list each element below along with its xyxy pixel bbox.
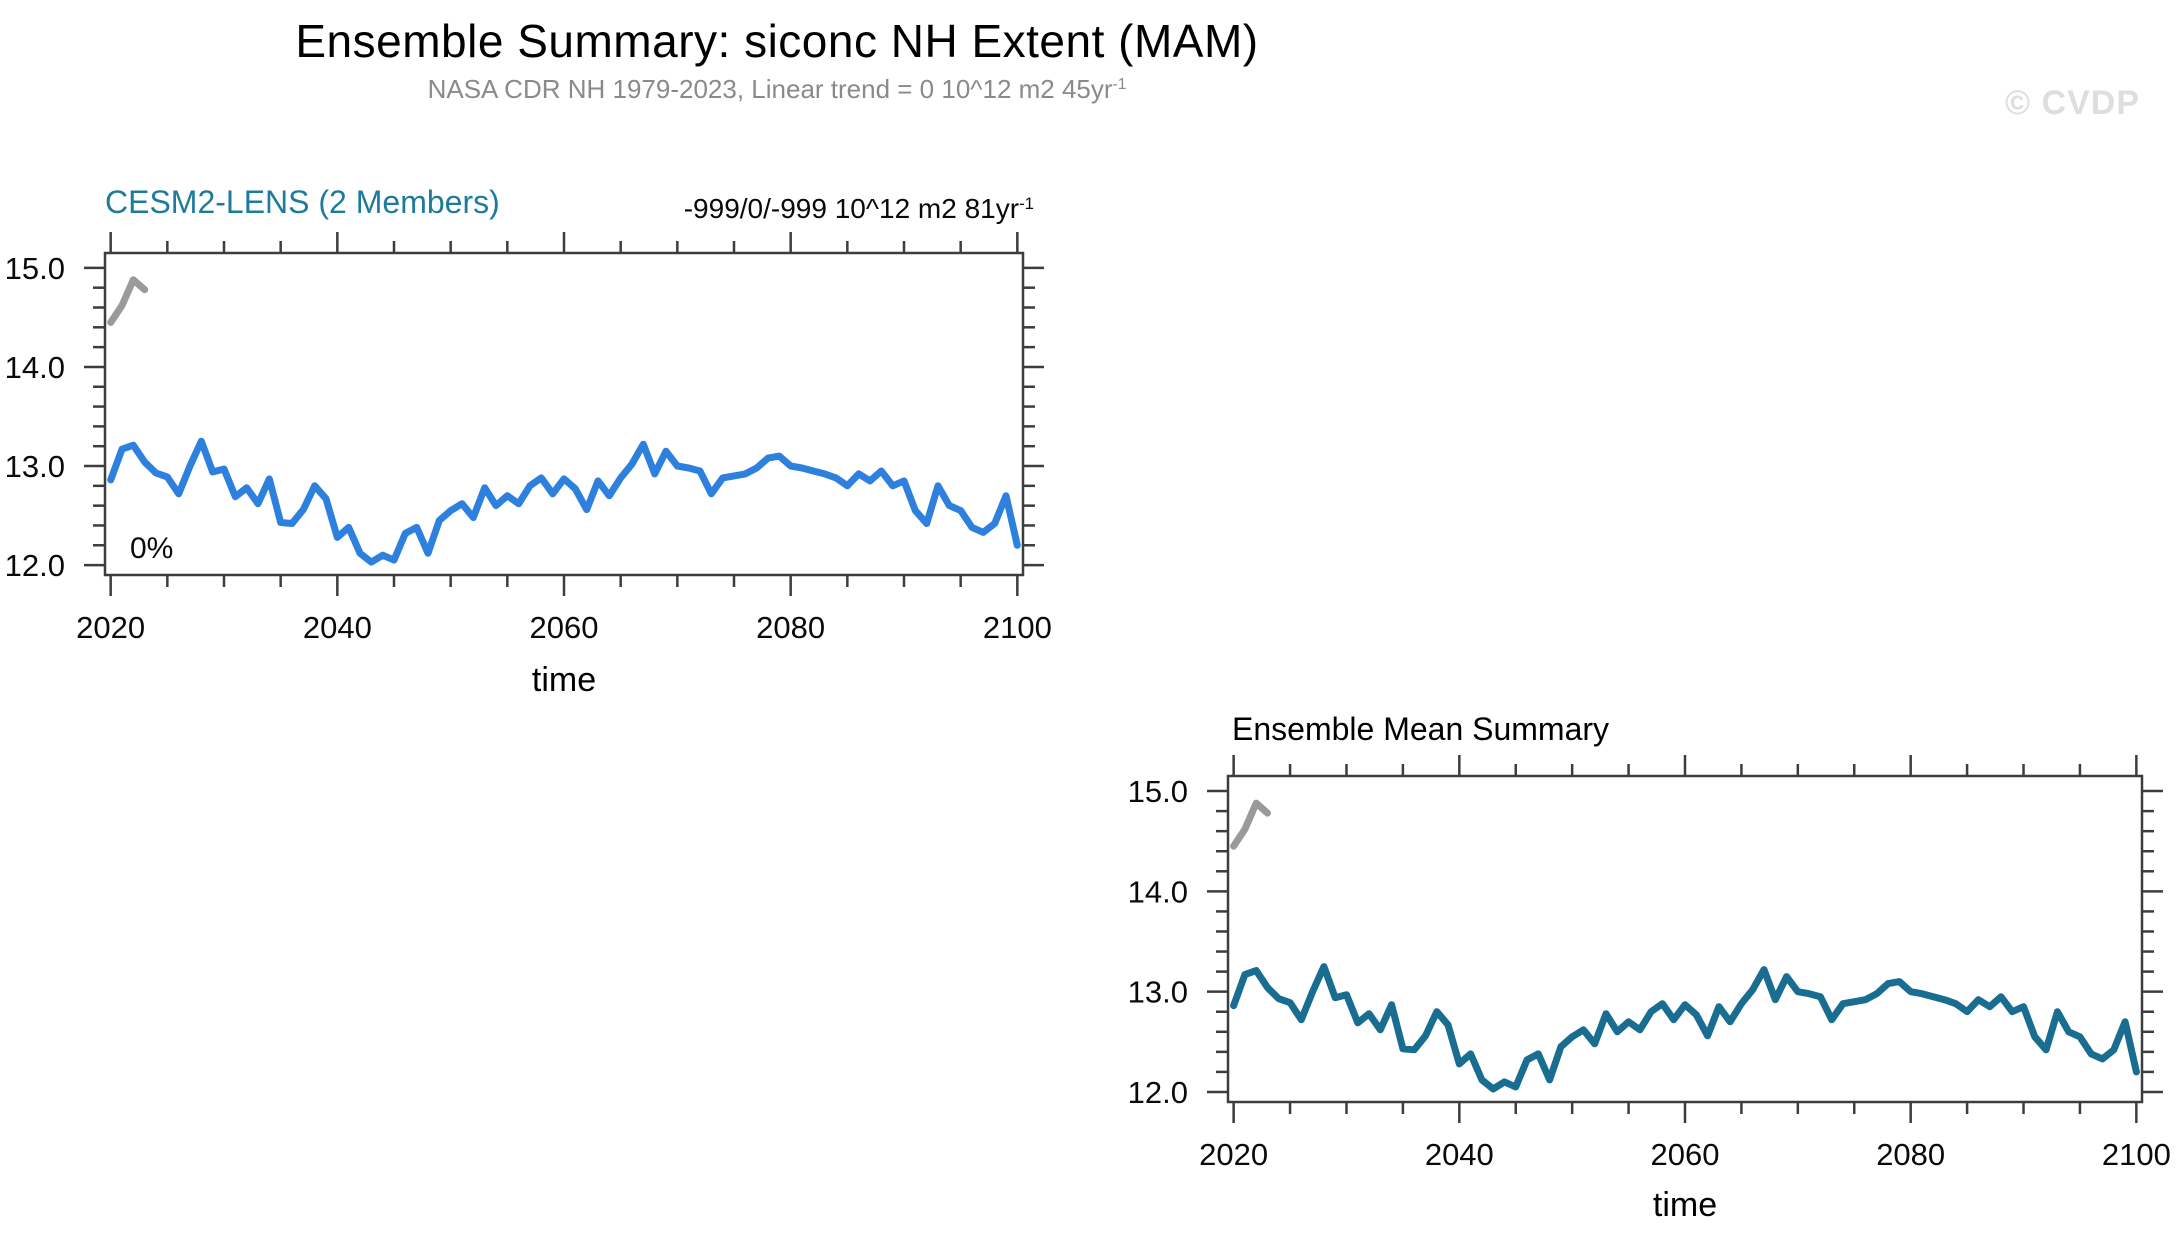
- x-tick-label: 2040: [1425, 1137, 1494, 1172]
- subtitle-exponent: -1: [1112, 76, 1127, 94]
- series-ensemble-member-mean: [107, 437, 1021, 566]
- series-observations-nasa-cdr: [107, 276, 149, 326]
- y-tick-label: 14.0: [5, 350, 65, 385]
- chart-cesm2-lens: 2020 2040 2060 2080 2100 12.0 13.0 14.0 15.0 0%: [5, 232, 1052, 645]
- x-tick-label: 2020: [1199, 1137, 1268, 1172]
- y-tick-label: 15.0: [5, 251, 65, 286]
- x-tick-label: 2080: [1876, 1137, 1945, 1172]
- annotation-label: 0%: [130, 532, 173, 565]
- y-tick-label: 12.0: [5, 548, 65, 583]
- x-tick-label: 2100: [2102, 1137, 2171, 1172]
- x-tick-label: 2080: [756, 610, 825, 645]
- page-title: Ensemble Summary: siconc NH Extent (MAM): [295, 15, 1259, 67]
- x-axis-label-right: time: [1652, 1186, 1718, 1224]
- x-tick-label: 2100: [983, 610, 1052, 645]
- chart-title-cesm2-lens: CESM2-LENS (2 Members): [105, 184, 500, 220]
- plot-box: [1226, 774, 2144, 1104]
- y-tick-label: 13.0: [1128, 975, 1188, 1010]
- y-tick-label: 13.0: [5, 449, 65, 484]
- x-tick-label: 2040: [303, 610, 372, 645]
- trend-label-exponent: -1: [1019, 193, 1034, 213]
- chart-ensemble-mean-summary: 2020 2040 2060 2080 2100 12.0 13.0 14.0 15.0: [1128, 755, 2171, 1172]
- cvdp-watermark: © CVDP: [2005, 84, 2140, 122]
- x-axis-label-left: time: [531, 661, 597, 699]
- plot-box: [103, 251, 1025, 577]
- x-tick-label: 2060: [530, 610, 599, 645]
- y-tick-label: 14.0: [1128, 874, 1188, 909]
- x-tick-label: 2020: [76, 610, 145, 645]
- y-tick-label: 12.0: [1128, 1075, 1188, 1110]
- trend-label-text: -999/0/-999 10^12 m2 81yr: [683, 193, 1020, 224]
- page-subtitle: NASA CDR NH 1979-2023, Linear trend = 0 …: [0, 74, 1554, 105]
- subtitle-text: NASA CDR NH 1979-2023, Linear trend = 0 …: [427, 74, 1113, 104]
- trend-label: -999/0/-999 10^12 m2 81yr-1: [632, 193, 1034, 225]
- y-tick-label: 15.0: [1128, 774, 1188, 809]
- series-observations-nasa-cdr: [1230, 799, 1271, 850]
- x-tick-label: 2060: [1651, 1137, 1720, 1172]
- series-ensemble-mean: [1230, 963, 2140, 1093]
- chart-title-ensemble-mean: Ensemble Mean Summary: [1232, 711, 1610, 747]
